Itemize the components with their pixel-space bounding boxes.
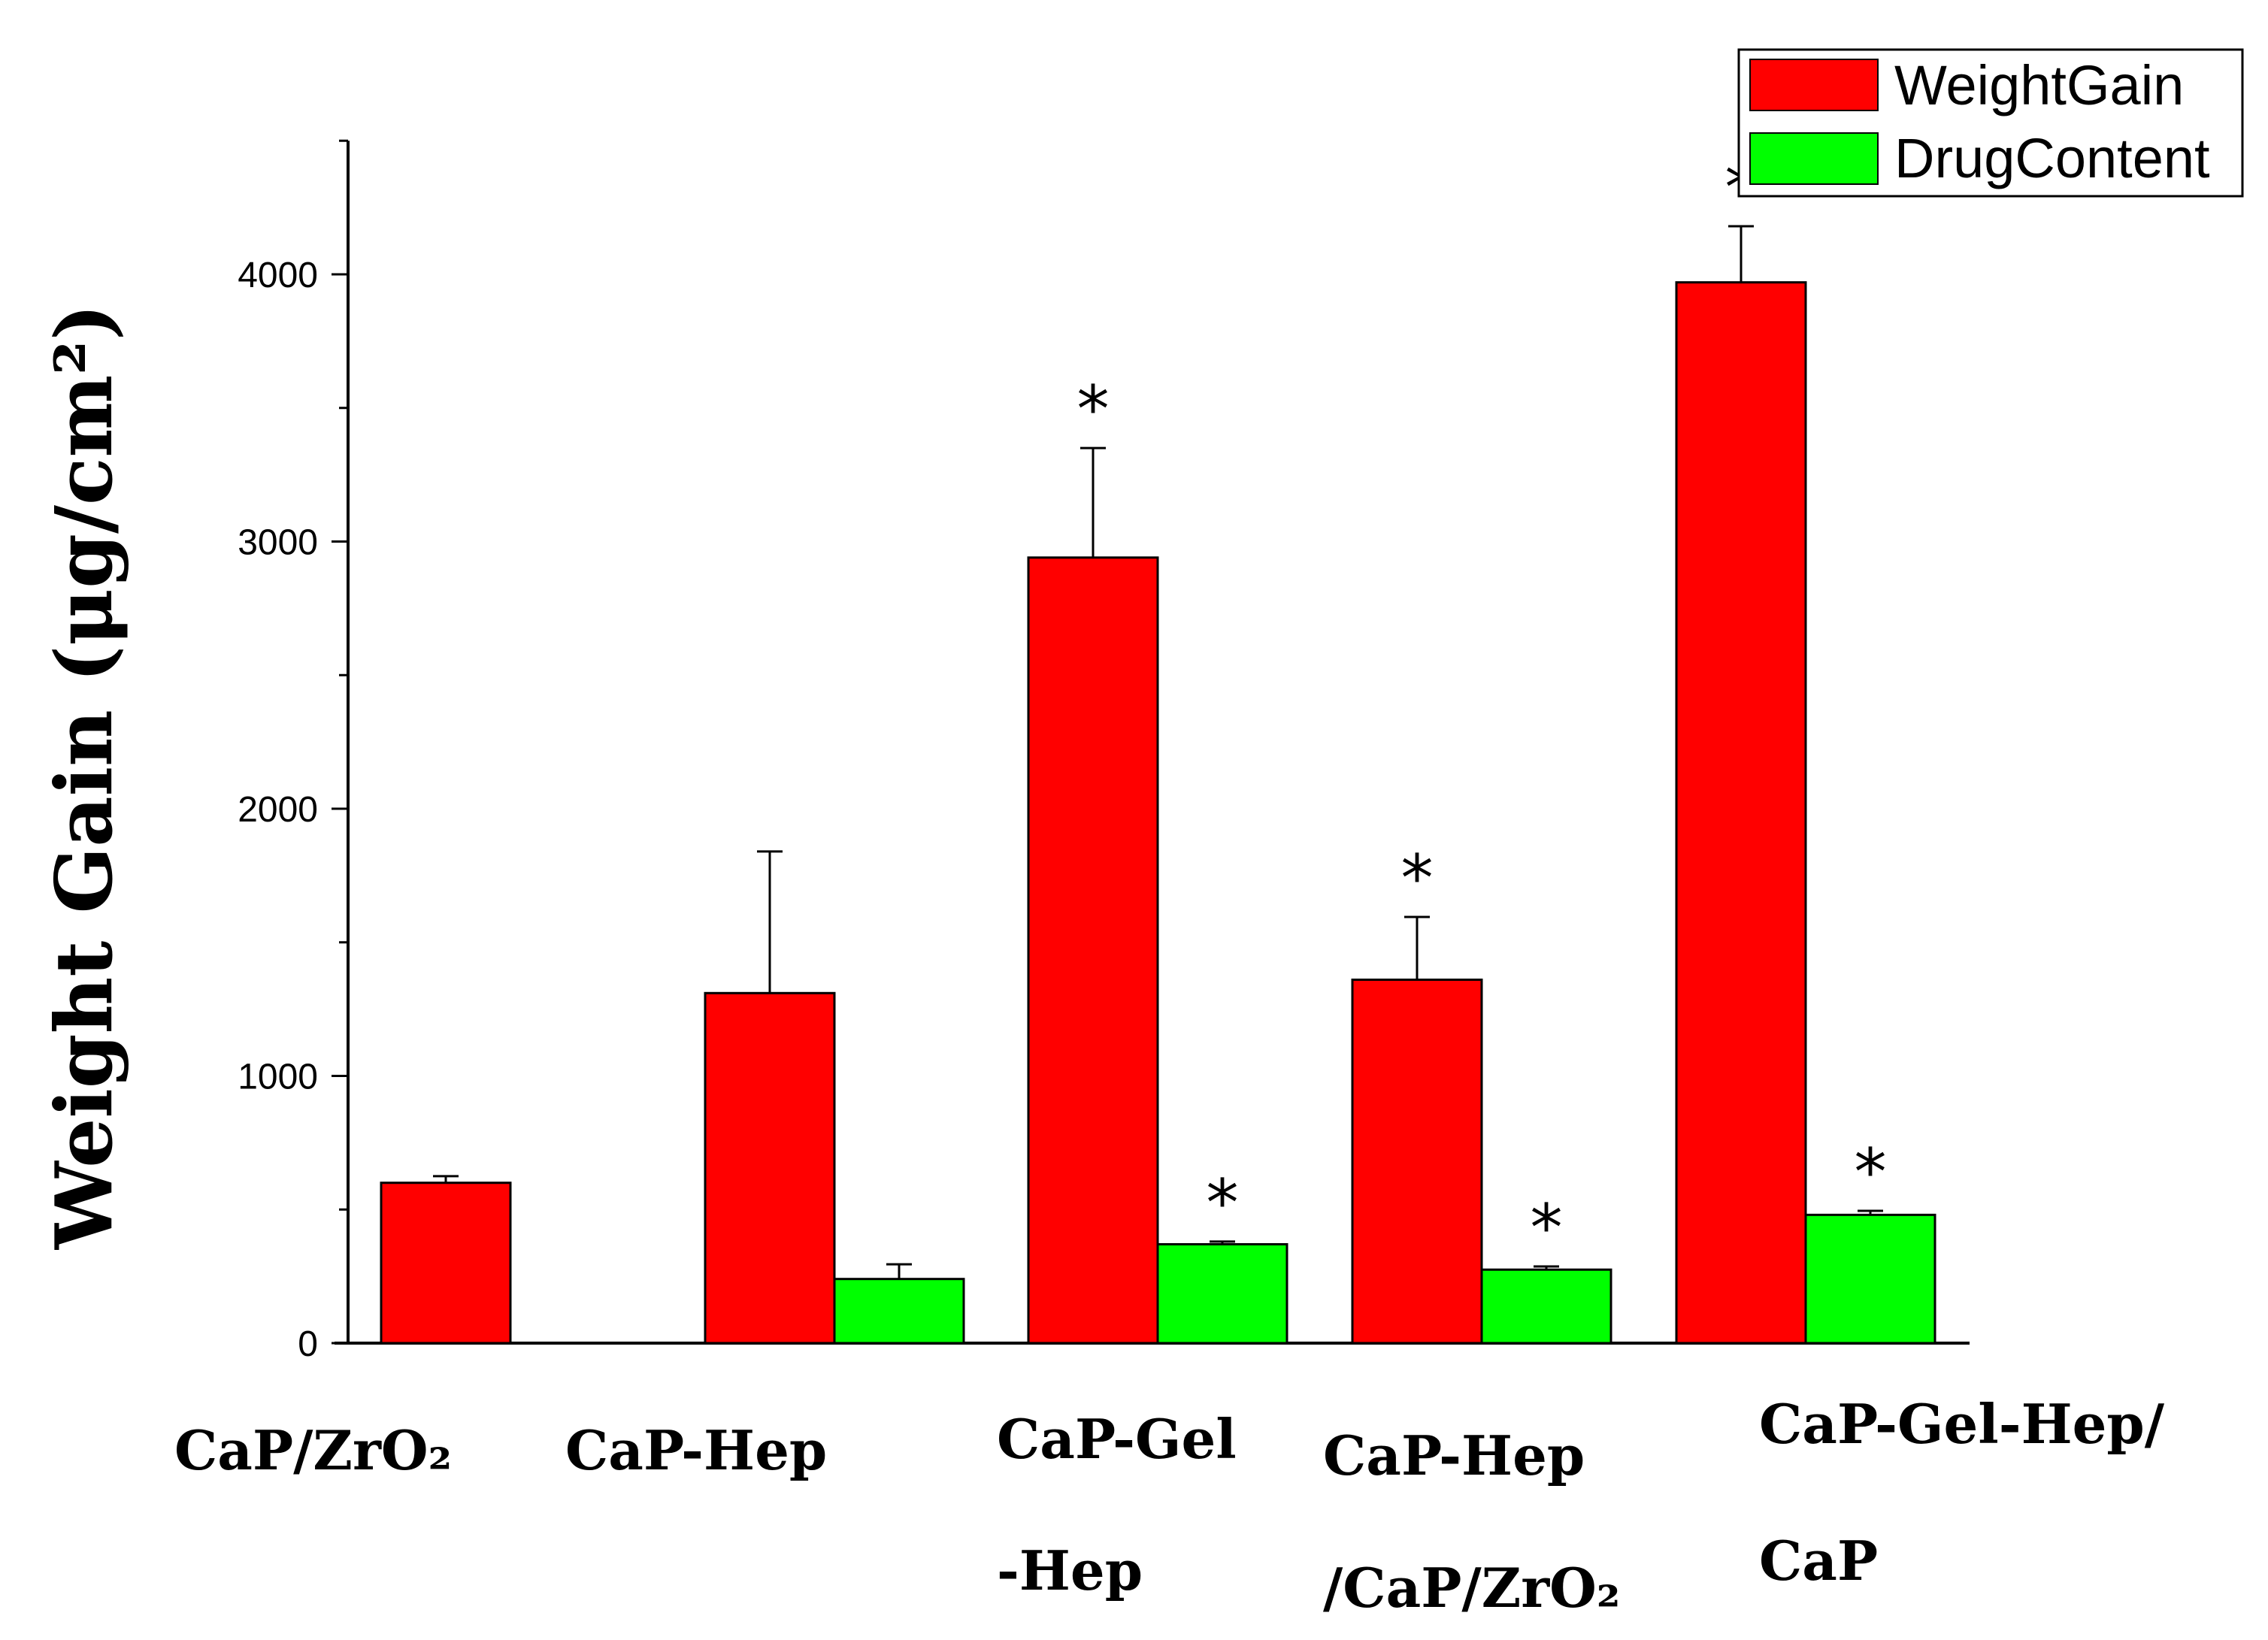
legend-label-drugcontent: DrugContent [1894, 127, 2210, 189]
legend-swatch-drugcontent [1749, 132, 1879, 185]
category-label: CaP-Gel [997, 1407, 1237, 1471]
y-axis-label: Weight Gain (μg/cm²) [38, 304, 130, 1250]
bar-weightgain [1027, 556, 1159, 1345]
y-tick-label: 4000 [238, 256, 318, 295]
bar-weightgain [1675, 281, 1807, 1345]
y-tick-label: 1000 [238, 1058, 318, 1097]
significance-mark: * [1077, 372, 1110, 447]
significance-mark: * [1207, 1166, 1239, 1241]
bar-drugcontent [1804, 1213, 1936, 1345]
category-label: CaP/ZrO₂ [174, 1418, 452, 1482]
y-tick-label: 3000 [238, 523, 318, 563]
bar-drugcontent [833, 1278, 965, 1345]
significance-mark: * [1531, 1191, 1563, 1266]
category-label: CaP-Gel-Hep/ [1759, 1392, 2165, 1456]
y-tick-label: 2000 [238, 790, 318, 830]
significance-mark: * [1401, 841, 1434, 916]
category-label: /CaP/ZrO₂ [1323, 1556, 1620, 1620]
y-tick-label: 0 [298, 1324, 318, 1364]
bar-weightgain [1351, 979, 1483, 1345]
bars: ****** [380, 150, 1936, 1345]
category-label: CaP [1759, 1529, 1878, 1593]
legend-label-weightgain: WeightGain [1894, 54, 2184, 116]
category-label: CaP-Hep [1323, 1424, 1585, 1487]
labels: CaP/ZrO₂ CaP-Hep CaP-Gel -Hep CaP-Hep/CaP/Zr… [174, 1392, 2165, 1620]
category-label: CaP-Hep [565, 1418, 827, 1482]
bar-weightgain [704, 991, 836, 1345]
significance-mark: * [1855, 1135, 1887, 1210]
legend-swatch-weightgain [1749, 59, 1879, 111]
category-label: -Hep [997, 1539, 1143, 1602]
bar-weightgain [380, 1182, 512, 1345]
axes: 0 1000 2000 3000 4000 [238, 139, 1970, 1364]
bar-drugcontent [1156, 1242, 1288, 1345]
bar-drugcontent [1480, 1268, 1612, 1345]
legend: WeightGain DrugContent [1737, 48, 2244, 198]
